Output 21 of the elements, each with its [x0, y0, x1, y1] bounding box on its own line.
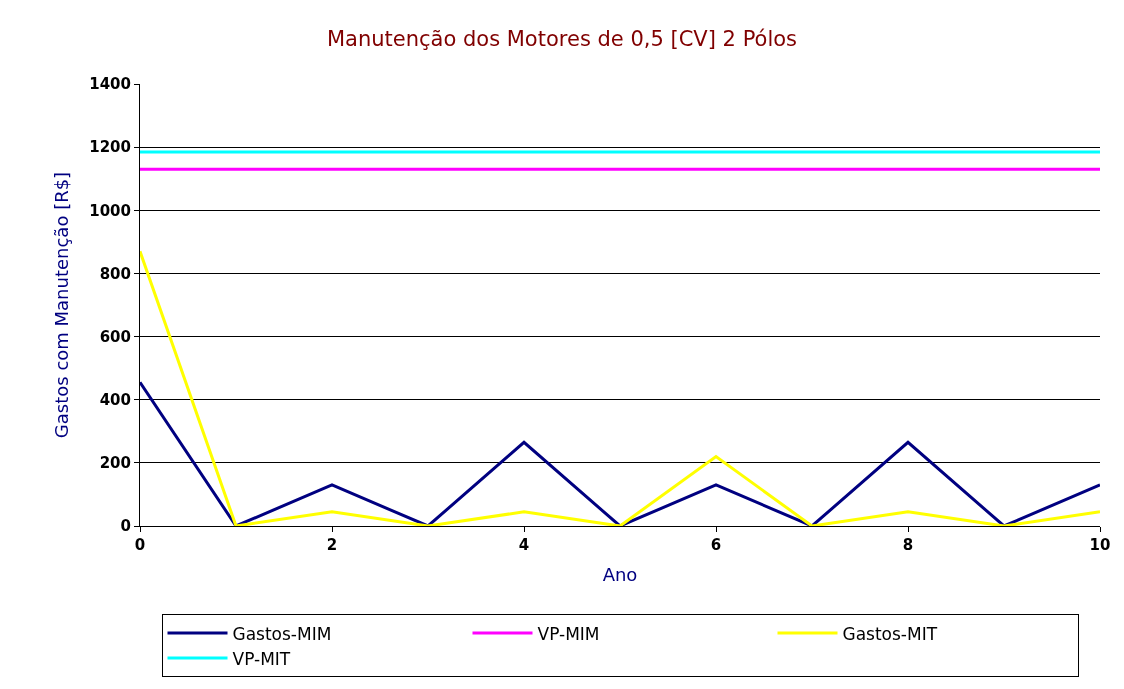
y-axis-title: Gastos com Manutenção [R$] [51, 171, 73, 439]
x-tick-label: 0 [134, 536, 146, 554]
x-tick-label: 8 [902, 536, 914, 554]
y-tick-label: 400 [99, 390, 131, 409]
y-tick-label: 1000 [89, 201, 131, 220]
legend-label: VP-MIT [232, 648, 291, 669]
x-tick-label: 4 [518, 536, 530, 554]
y-tick-label: 200 [99, 454, 131, 473]
x-tick-label: 2 [326, 536, 338, 554]
y-tick-label: 0 [120, 517, 131, 536]
y-tick-label: 1400 [89, 75, 131, 94]
y-tick-label: 800 [99, 264, 131, 283]
y-tick-label: 600 [99, 327, 131, 346]
x-tick-label: 6 [710, 536, 722, 554]
legend-label: Gastos-MIT [842, 623, 938, 644]
chart-title: Manutenção dos Motores de 0,5 [CV] 2 Pólos [326, 26, 798, 51]
x-tick-label: 10 [1089, 536, 1111, 554]
y-tick-label: 1200 [89, 138, 131, 157]
legend-label: VP-MIM [537, 623, 600, 644]
legend-label: Gastos-MIM [232, 623, 332, 644]
x-axis-title: Ano [602, 564, 638, 586]
